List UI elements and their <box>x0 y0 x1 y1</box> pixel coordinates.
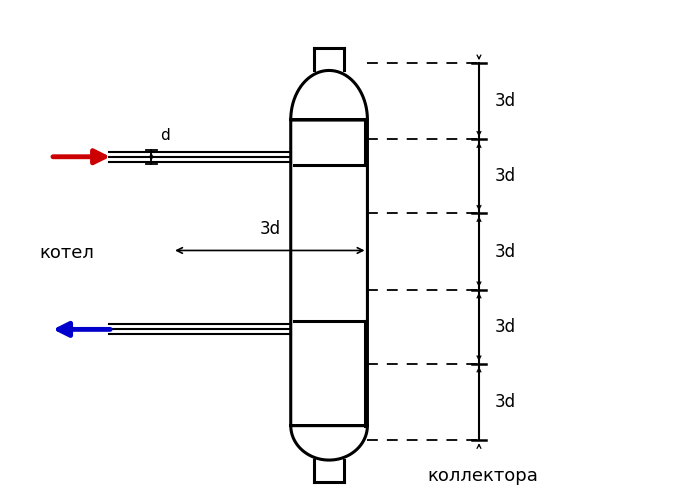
Text: 3d: 3d <box>494 92 515 110</box>
Text: 3d: 3d <box>494 393 515 411</box>
Text: 3d: 3d <box>494 243 515 261</box>
Text: 3d: 3d <box>494 318 515 336</box>
Text: котел: котел <box>40 244 94 262</box>
Text: коллектора: коллектора <box>427 467 538 485</box>
Text: d: d <box>160 128 169 143</box>
Text: 3d: 3d <box>259 220 281 238</box>
Text: 3d: 3d <box>494 168 515 186</box>
